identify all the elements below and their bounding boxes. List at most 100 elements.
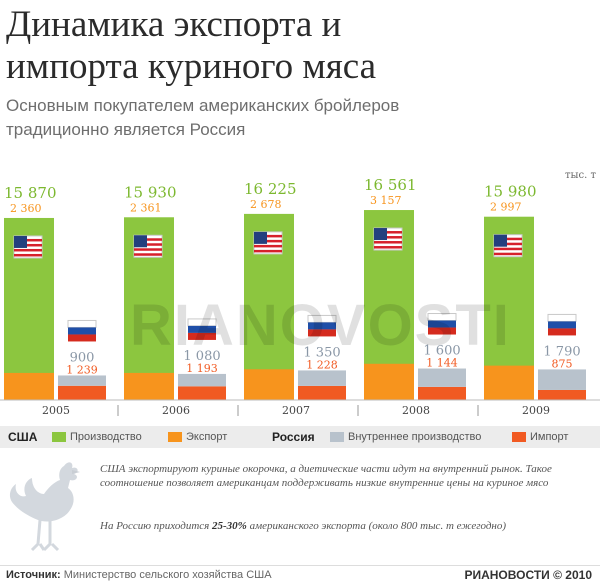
bar-import-2005 [58,385,106,400]
legend-group-russia: Россия [272,430,315,444]
ru-flag-blue-2008 [428,320,456,328]
label-export-2009: 2 997 [490,201,522,214]
ru-flag-red-2006 [188,332,216,340]
label-import-2005: 1 239 [66,363,98,376]
legend-label-internal: Внутреннее производство [348,431,482,443]
label-import-2008: 1 144 [426,357,458,370]
us-flag-stripe-2009-3 [494,252,522,256]
title-line-1: Динамика экспорта и [6,4,342,45]
chart-area: тыс. т 15 870 2 360 900 1 239 2005 15 930 2 361… [0,150,600,420]
note-russia-suffix: американского экспорта (около 800 тыс. т… [246,520,507,532]
ru-flag-red-2005 [68,334,96,342]
label-production-2008: 16 561 [364,176,417,194]
label-internal-2006: 1 080 [183,349,220,364]
source-label: Источник: [6,569,61,581]
label-internal-2007: 1 350 [303,345,340,360]
note-russia-prefix: На Россию приходится [100,520,213,532]
legend-swatch-internal [330,432,344,442]
bar-internal-2008 [418,368,466,387]
chart-title: Динамика экспорта и импорта куриного мяс… [6,4,596,88]
legend-swatch-import [512,432,526,442]
subtitle-line-2: традиционно является Россия [6,120,246,139]
label-import-2007: 1 228 [306,358,338,371]
us-flag-stripe-2008-2 [374,241,402,244]
title-line-2: импорта куриного мяса [6,46,377,87]
us-flag-stripe-2008-3 [374,246,402,249]
us-flag-stripe-2007-1 [254,239,282,243]
us-flag-stripe-2008-0 [374,231,402,234]
legend-group-usa: США [8,430,38,444]
year-label-2009: 2009 [522,404,550,417]
us-flag-stripe-2007-3 [254,249,282,253]
note-russia-share: 25-30% [212,520,247,532]
us-flag-canton-2005 [14,235,27,248]
label-production-2007: 16 225 [244,180,297,198]
brand-logo: РИАНОВОСТИ © 2010 [464,568,592,582]
us-flag-stripe-2006-3 [134,253,162,256]
year-label-2006: 2006 [162,404,190,417]
footer: Источник: Министерство сельского хозяйст… [0,565,600,585]
us-flag-canton-2009 [494,234,507,247]
us-flag-stripe-2007-0 [254,234,282,238]
bar-internal-2006 [178,373,226,387]
label-production-2005: 15 870 [4,184,57,202]
bar-export-2007 [244,369,294,400]
label-export-2006: 2 361 [130,201,162,214]
source: Источник: Министерство сельского хозяйст… [6,569,272,581]
label-internal-2008: 1 600 [423,344,460,359]
rooster-illustration [9,462,80,552]
us-flag-stripe-2005-2 [14,248,42,252]
us-flag-stripe-2009-2 [494,247,522,251]
bar-export-2005 [4,372,54,400]
legend-swatch-production [52,432,66,442]
legend-label-export: Экспорт [186,431,228,443]
legend-label-import: Импорт [530,431,569,443]
note-usa: США экспортируют куриные окорочка, а дие… [100,463,552,489]
ru-flag-blue-2006 [188,325,216,333]
bar-import-2007 [298,385,346,400]
us-flag-stripe-2006-1 [134,243,162,246]
ru-flag-blue-2005 [68,327,96,335]
bar-internal-2005 [58,375,106,386]
bar-import-2006 [178,386,226,400]
us-flag-stripe-2005-0 [14,238,42,242]
year-label-2005: 2005 [42,404,70,417]
us-flag-canton-2006 [134,235,147,248]
bar-export-2006 [124,372,174,400]
bar-internal-2007 [298,370,346,386]
bar-import-2009 [538,389,586,400]
bar-internal-2009 [538,369,586,390]
us-flag-canton-2007 [254,231,267,244]
note-russia: На Россию приходится 25-30% американског… [100,519,580,533]
ru-flag-white-2009 [547,313,577,322]
us-flag-stripe-2007-2 [254,244,282,248]
watermark: RIANOVOSTI [130,293,511,358]
unit-label: тыс. т [565,170,596,181]
us-flag-canton-2008 [374,228,387,241]
label-production-2009: 15 980 [484,183,537,201]
year-label-2008: 2008 [402,404,430,417]
us-flag-stripe-2005-1 [14,243,42,247]
source-text: Министерство сельского хозяйства США [60,569,272,581]
ru-flag-white-2005 [67,319,97,328]
label-import-2006: 1 193 [186,362,218,375]
label-internal-2009: 1 790 [543,344,580,359]
us-flag-stripe-2006-0 [134,238,162,241]
legend-label-production: Производство [70,431,142,443]
label-export-2007: 2 678 [250,198,282,211]
label-internal-2005: 900 [70,350,95,365]
us-flag-stripe-2005-3 [14,253,42,257]
label-import-2009: 875 [552,357,573,370]
us-flag-stripe-2008-1 [374,236,402,239]
label-export-2008: 3 157 [370,194,402,207]
ru-flag-red-2009 [548,328,576,336]
chart-subtitle: Основным покупателем американских бройле… [6,94,596,142]
legend: США Производство Экспорт Россия Внутренн… [0,426,600,448]
bar-export-2008 [364,363,414,400]
legend-swatch-export [168,432,182,442]
bar-import-2008 [418,386,466,400]
label-export-2005: 2 360 [10,202,42,215]
ru-flag-red-2008 [428,327,456,335]
subtitle-line-1: Основным покупателем американских бройле… [6,96,400,115]
